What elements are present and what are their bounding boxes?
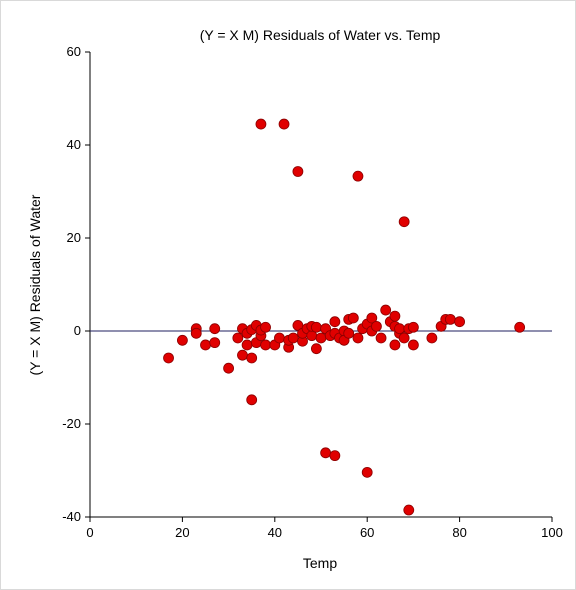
data-point bbox=[241, 339, 253, 351]
y-tick-label: -40 bbox=[62, 509, 81, 524]
data-point bbox=[389, 339, 401, 351]
x-axis-label: Temp bbox=[303, 555, 337, 571]
data-point bbox=[366, 312, 378, 324]
data-point bbox=[343, 327, 355, 339]
data-point bbox=[200, 339, 211, 351]
y-axis-label: (Y = X M) Residuals of Water bbox=[27, 194, 43, 375]
data-point bbox=[209, 337, 221, 349]
data-point bbox=[246, 394, 258, 406]
data-point bbox=[380, 304, 392, 316]
data-point bbox=[352, 170, 364, 182]
data-point bbox=[403, 504, 415, 516]
data-point bbox=[352, 332, 364, 344]
y-tick-label: 20 bbox=[67, 230, 81, 245]
data-point bbox=[347, 312, 359, 324]
data-point bbox=[394, 323, 405, 335]
data-point bbox=[278, 118, 290, 130]
y-tick-label: 60 bbox=[67, 44, 81, 59]
data-point bbox=[315, 332, 327, 344]
data-point bbox=[444, 313, 456, 325]
data-point bbox=[514, 321, 526, 333]
data-point bbox=[255, 118, 267, 130]
data-point bbox=[163, 352, 174, 364]
data-point bbox=[209, 323, 221, 335]
data-point bbox=[223, 362, 235, 374]
data-point bbox=[274, 332, 285, 344]
data-point bbox=[292, 166, 304, 177]
data-point bbox=[398, 216, 410, 228]
x-tick-label: 0 bbox=[86, 525, 93, 540]
data-point bbox=[287, 332, 299, 344]
data-point bbox=[407, 321, 419, 333]
data-point bbox=[310, 321, 322, 333]
data-point bbox=[310, 343, 322, 355]
x-tick-label: 40 bbox=[268, 525, 282, 540]
data-point bbox=[454, 316, 466, 328]
data-point bbox=[398, 332, 410, 344]
data-point bbox=[260, 321, 271, 333]
y-tick-label: 0 bbox=[74, 323, 81, 338]
x-tick-label: 20 bbox=[175, 525, 189, 540]
data-point bbox=[329, 450, 341, 462]
data-point bbox=[375, 332, 387, 344]
x-tick-label: 60 bbox=[360, 525, 374, 540]
data-point bbox=[361, 466, 373, 478]
data-point bbox=[389, 310, 401, 322]
data-point bbox=[329, 316, 341, 328]
data-point bbox=[407, 339, 419, 351]
data-point bbox=[190, 327, 202, 339]
y-tick-label: -20 bbox=[62, 416, 81, 431]
data-point bbox=[426, 332, 438, 344]
data-point bbox=[237, 349, 248, 361]
chart-title: (Y = X M) Residuals of Water vs. Temp bbox=[200, 27, 441, 43]
data-point bbox=[246, 352, 258, 364]
data-point bbox=[232, 332, 244, 344]
x-tick-label: 100 bbox=[541, 525, 563, 540]
data-point bbox=[320, 447, 332, 459]
data-point bbox=[260, 339, 271, 351]
data-point bbox=[176, 334, 188, 346]
x-tick-label: 80 bbox=[452, 525, 466, 540]
data-point bbox=[371, 320, 382, 332]
y-tick-label: 40 bbox=[67, 137, 81, 152]
